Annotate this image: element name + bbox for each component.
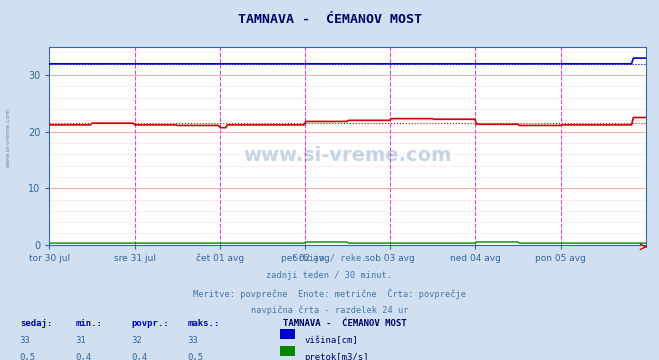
Text: Meritve: povprečne  Enote: metrične  Črta: povprečje: Meritve: povprečne Enote: metrične Črta:… bbox=[193, 288, 466, 299]
Text: 0,4: 0,4 bbox=[132, 353, 148, 360]
Text: sedaj:: sedaj: bbox=[20, 319, 52, 328]
Text: 33: 33 bbox=[188, 336, 198, 345]
Text: www.si-vreme.com: www.si-vreme.com bbox=[5, 107, 11, 167]
Text: 0,4: 0,4 bbox=[76, 353, 92, 360]
Text: min.:: min.: bbox=[76, 319, 103, 328]
Text: TAMNAVA -  ĆEMANOV MOST: TAMNAVA - ĆEMANOV MOST bbox=[283, 319, 407, 328]
Text: povpr.:: povpr.: bbox=[132, 319, 169, 328]
Text: višina[cm]: višina[cm] bbox=[304, 336, 358, 345]
Text: 31: 31 bbox=[76, 336, 86, 345]
Text: pretok[m3/s]: pretok[m3/s] bbox=[304, 353, 369, 360]
Text: navpična črta - razdelek 24 ur: navpična črta - razdelek 24 ur bbox=[251, 306, 408, 315]
Text: zadnji teden / 30 minut.: zadnji teden / 30 minut. bbox=[266, 271, 393, 280]
Text: Srbija / reke.: Srbija / reke. bbox=[293, 254, 366, 263]
Text: TAMNAVA -  ĆEMANOV MOST: TAMNAVA - ĆEMANOV MOST bbox=[237, 13, 422, 26]
Text: maks.:: maks.: bbox=[188, 319, 220, 328]
Text: 0,5: 0,5 bbox=[20, 353, 36, 360]
Text: 0,5: 0,5 bbox=[188, 353, 204, 360]
Text: www.si-vreme.com: www.si-vreme.com bbox=[243, 146, 452, 165]
Text: 32: 32 bbox=[132, 336, 142, 345]
Text: 33: 33 bbox=[20, 336, 30, 345]
